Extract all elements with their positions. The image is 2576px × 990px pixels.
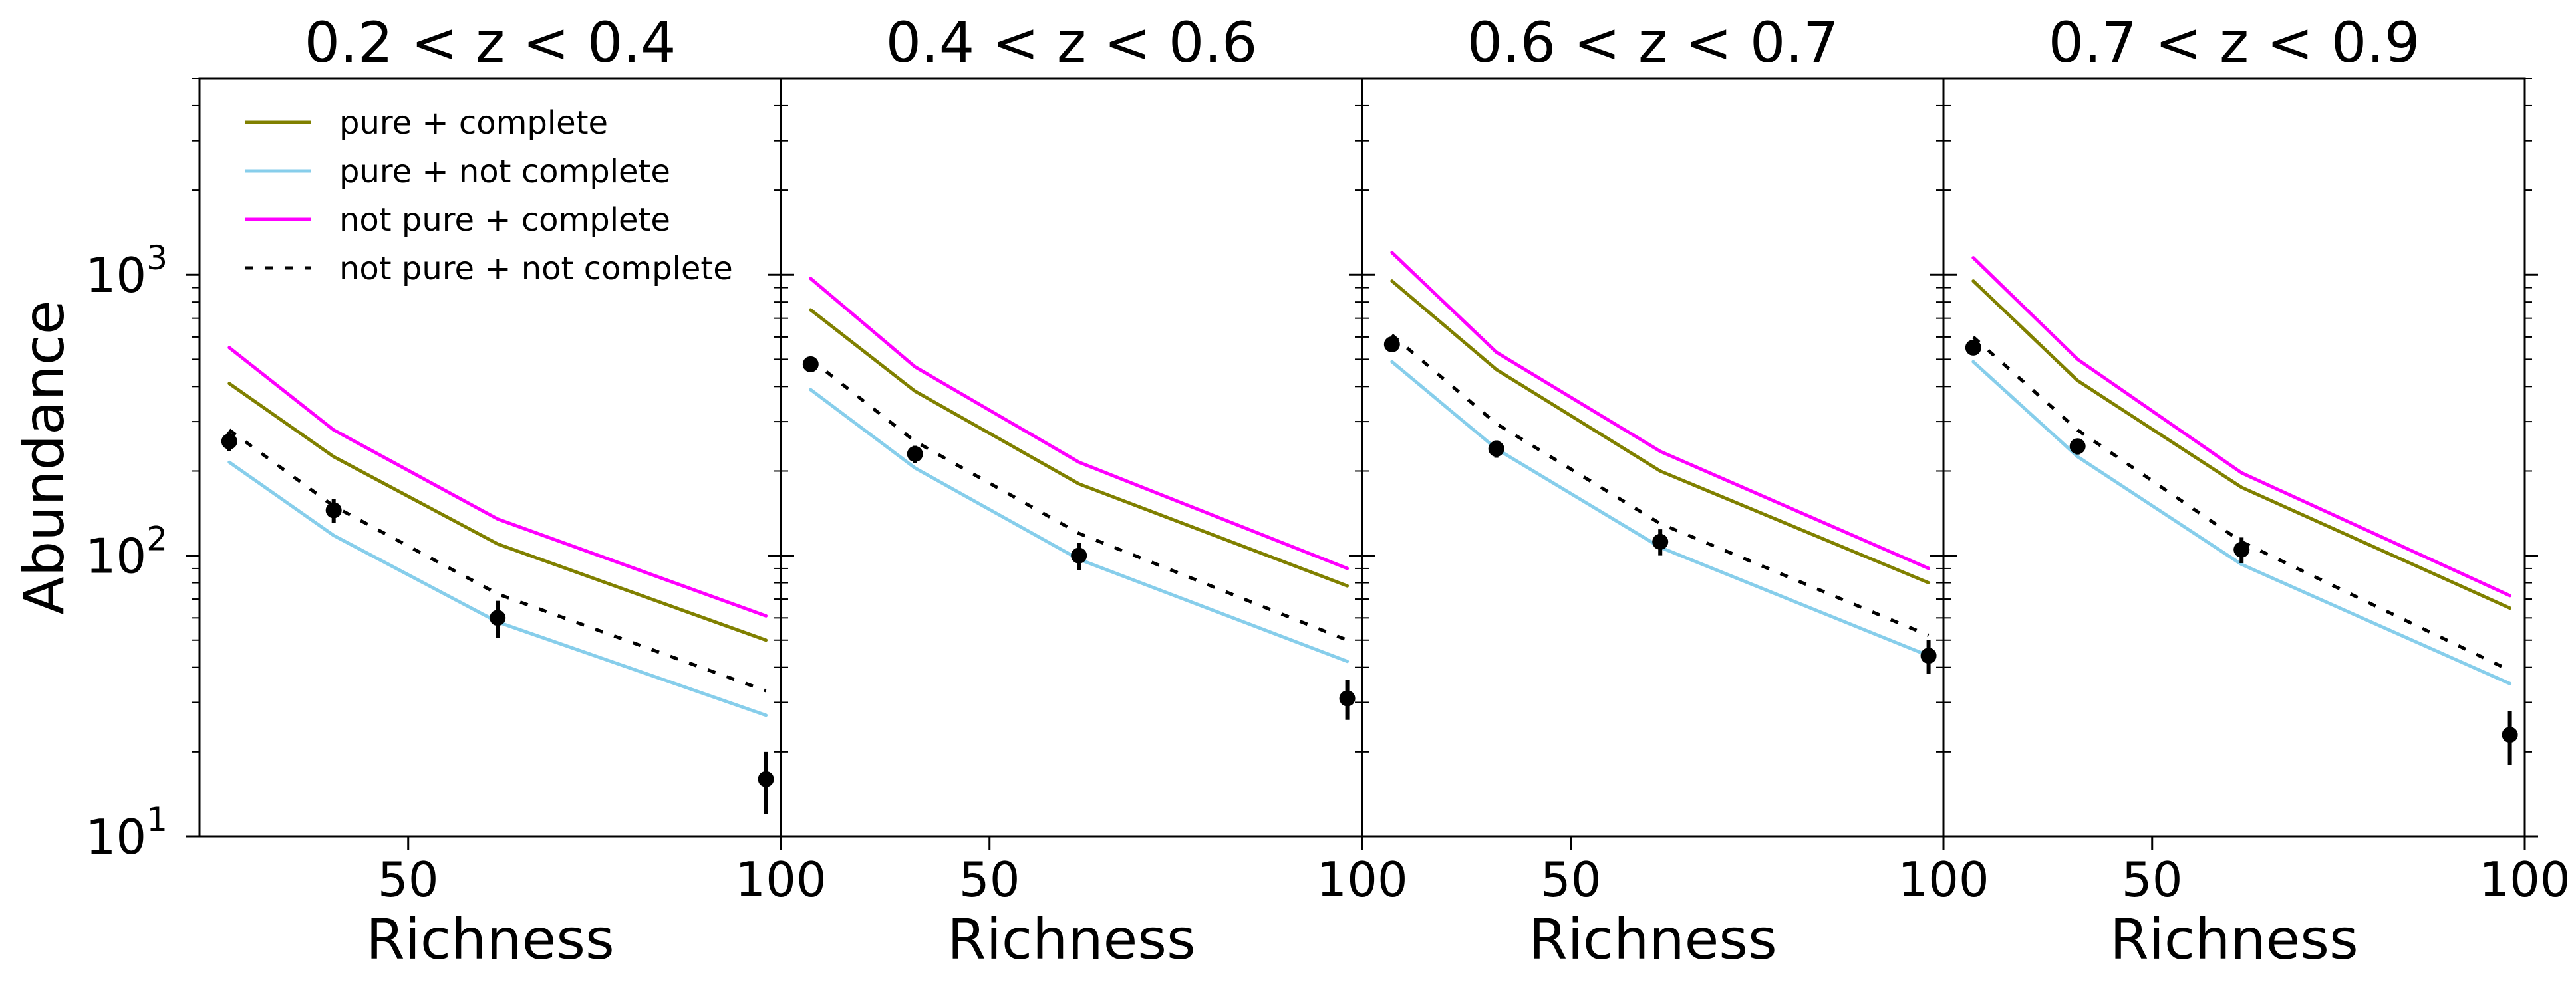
x-tick-label: 50 (2122, 852, 2183, 908)
x-tick-label: 100 (1898, 852, 1989, 908)
series-line-2 (809, 388, 1350, 664)
series-line-2 (1971, 360, 2512, 685)
data-point (325, 502, 342, 519)
data-point (758, 771, 774, 787)
x-axis-label: Richness (1528, 907, 1777, 972)
panel-title: 0.7 < z < 0.9 (2049, 10, 2420, 75)
panel-title: 0.4 < z < 0.6 (886, 10, 1258, 75)
panel-title: 0.2 < z < 0.4 (305, 10, 676, 75)
series-line-1 (1390, 279, 1931, 584)
series-line-3 (1390, 251, 1931, 570)
data-point (1920, 648, 1937, 664)
data-point (1383, 336, 1400, 352)
y-tick-base: 10 (86, 809, 147, 865)
y-tick-base: 10 (86, 529, 147, 584)
chart-legend: pure + complete pure + not complete not pu… (245, 104, 733, 287)
legend-label: not pure + complete (339, 201, 670, 239)
series-line-4 (809, 358, 1348, 642)
series-line-1 (809, 308, 1350, 588)
series-line-2 (227, 460, 768, 717)
data-point (1488, 441, 1504, 457)
data-point (2502, 727, 2518, 743)
data-point (2069, 438, 2086, 455)
series-line-1 (227, 382, 768, 642)
panel-3 (1349, 77, 1957, 850)
legend-label: not pure + not complete (339, 250, 733, 287)
data-point (907, 445, 923, 462)
panel-2 (768, 77, 1375, 850)
y-tick-exponent: 2 (146, 520, 168, 558)
data-point (2233, 541, 2250, 558)
data-point (1339, 690, 1356, 707)
x-axis-label: Richness (2110, 907, 2359, 972)
legend-label: pure + not complete (339, 153, 670, 190)
series-line-4 (1972, 336, 2511, 672)
y-tick-exponent: 3 (146, 239, 168, 277)
x-tick-label: 50 (1540, 852, 1602, 908)
data-point (1071, 547, 1087, 564)
series-line-1 (1971, 279, 2512, 610)
chart-panels (186, 77, 2538, 850)
series-line-4 (228, 428, 767, 693)
x-tick-label: 50 (378, 852, 439, 908)
data-point (490, 610, 506, 626)
x-tick-label: 100 (2479, 852, 2570, 908)
data-point (1965, 339, 1981, 356)
data-point (1652, 533, 1669, 550)
panel-frame (1942, 77, 2526, 838)
panel-frame (198, 77, 782, 838)
series-line-2 (1390, 360, 1931, 658)
y-tick-base: 10 (86, 247, 147, 303)
series-line-3 (227, 346, 768, 618)
panel-1 (186, 77, 794, 850)
legend-label: pure + complete (339, 104, 608, 142)
x-axis-label: Richness (947, 907, 1196, 972)
x-tick-label: 100 (735, 852, 826, 908)
y-tick-label: 102 (86, 520, 168, 584)
series-line-3 (1971, 256, 2512, 598)
y-tick-label: 101 (86, 801, 168, 865)
x-axis-label: Richness (366, 907, 615, 972)
series-line-3 (809, 277, 1350, 570)
panel-title: 0.6 < z < 0.7 (1467, 10, 1839, 75)
x-tick-label: 100 (1316, 852, 1407, 908)
data-point (221, 433, 237, 449)
data-point (802, 356, 819, 372)
panel-4 (1930, 77, 2538, 850)
panel-frame (1361, 77, 1945, 838)
y-axis-label: Abundance (11, 300, 76, 614)
y-tick-exponent: 1 (146, 801, 168, 839)
series-line-4 (1391, 333, 1930, 637)
y-tick-label: 103 (86, 239, 168, 303)
x-tick-label: 50 (959, 852, 1020, 908)
